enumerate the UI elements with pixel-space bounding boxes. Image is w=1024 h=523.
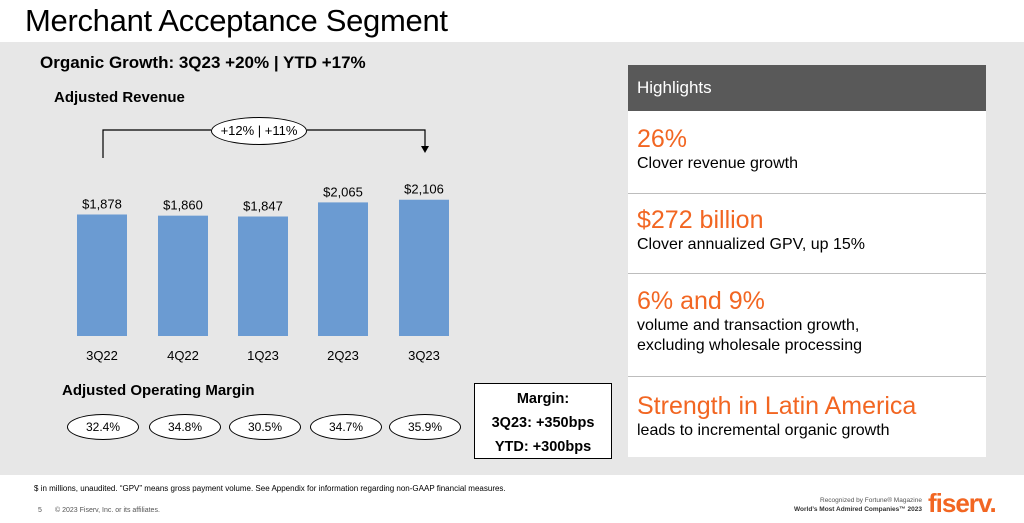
highlight-desc: Clover annualized GPV, up 15% xyxy=(637,236,865,253)
bar-value-label: $1,860 xyxy=(163,198,203,213)
highlight-item: $272 billion Clover annualized GPV, up 1… xyxy=(628,194,986,274)
margin-oval: 34.7% xyxy=(310,414,382,440)
footnote: $ in millions, unaudited. “GPV” means gr… xyxy=(34,484,506,493)
chart-title: Adjusted Revenue xyxy=(54,89,185,106)
highlight-item: 26% Clover revenue growth xyxy=(628,111,986,194)
growth-annotation: +12% | +11% xyxy=(211,117,307,145)
bar-3q22 xyxy=(77,214,127,336)
bar-value-label: $1,847 xyxy=(243,198,283,213)
x-tick-label: 2Q23 xyxy=(327,348,359,363)
copyright: © 2023 Fiserv, Inc. or its affiliates. xyxy=(55,507,160,514)
margin-box-label: Margin: xyxy=(516,391,570,407)
bar-value-label: $2,106 xyxy=(404,182,444,197)
x-tick-label: 1Q23 xyxy=(247,348,279,363)
bar-value-label: $2,065 xyxy=(323,184,363,199)
margin-oval: 34.8% xyxy=(149,414,221,440)
x-tick-label: 3Q22 xyxy=(86,348,118,363)
highlights-panel xyxy=(628,65,986,457)
highlight-figure: $272 billion xyxy=(637,206,764,234)
bar-2q23 xyxy=(318,202,368,336)
title-bar: Merchant Acceptance Segment xyxy=(0,0,1024,42)
highlight-item: Strength in Latin America leads to incre… xyxy=(628,377,986,457)
highlight-item: 6% and 9% volume and transaction growth,… xyxy=(628,274,986,377)
organic-growth-subtitle: Organic Growth: 3Q23 +20% | YTD +17% xyxy=(40,53,366,72)
bar-1q23 xyxy=(238,216,288,336)
margin-summary-box: Margin: 3Q23: +350bps YTD: +300bps xyxy=(474,383,612,459)
highlight-desc: excluding wholesale processing xyxy=(637,337,863,354)
highlight-desc: leads to incremental organic growth xyxy=(637,422,890,439)
growth-bracket-left xyxy=(102,129,211,158)
growth-bracket-right xyxy=(307,129,426,147)
bar-4q22 xyxy=(158,215,208,336)
bar-3q23 xyxy=(399,199,449,336)
recognition-line-2: World’s Most Admired Companies™ 2023 xyxy=(794,506,922,513)
highlight-figure: Strength in Latin America xyxy=(637,392,917,420)
highlight-desc: Clover revenue growth xyxy=(637,155,798,172)
page-number: 5 xyxy=(38,507,42,514)
margin-box-3q23: 3Q23: +350bps xyxy=(491,415,595,431)
highlight-figure: 6% and 9% xyxy=(637,287,765,315)
margin-oval: 35.9% xyxy=(389,414,461,440)
recognition-line-1: Recognized by Fortune® Magazine xyxy=(820,497,922,504)
operating-margin-title: Adjusted Operating Margin xyxy=(62,382,255,399)
margin-box-ytd: YTD: +300bps xyxy=(494,439,592,455)
slide-title: Merchant Acceptance Segment xyxy=(25,3,448,38)
x-tick-label: 3Q23 xyxy=(408,348,440,363)
growth-arrowhead xyxy=(421,146,429,153)
margin-oval: 30.5% xyxy=(229,414,301,440)
margin-oval: 32.4% xyxy=(67,414,139,440)
bar-value-label: $1,878 xyxy=(82,196,122,211)
highlights-header: Highlights xyxy=(628,65,986,111)
x-tick-label: 4Q22 xyxy=(167,348,199,363)
highlight-figure: 26% xyxy=(637,125,688,153)
highlight-desc: volume and transaction growth, xyxy=(637,317,860,334)
fiserv-logo: fiserv. xyxy=(928,488,997,518)
